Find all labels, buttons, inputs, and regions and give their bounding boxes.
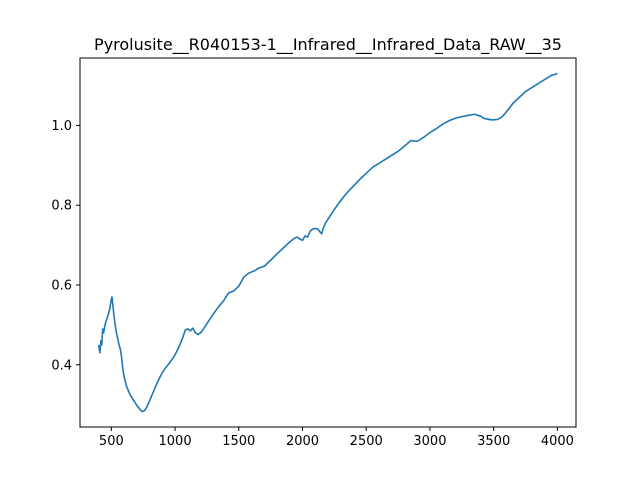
x-tick-label: 3500	[477, 434, 510, 449]
x-tick-label: 1500	[222, 434, 255, 449]
y-tick-label: 0.6	[51, 278, 72, 293]
x-tick-label: 500	[99, 434, 124, 449]
chart-title: Pyrolusite__R040153-1__Infrared__Infrare…	[94, 35, 562, 55]
y-tick-label: 0.4	[51, 358, 72, 373]
x-tick-label: 2500	[350, 434, 383, 449]
x-tick-label: 3000	[413, 434, 446, 449]
x-tick-label: 4000	[541, 434, 574, 449]
axes-frame	[79, 57, 577, 428]
series-line	[97, 72, 558, 413]
plot-area: 500 1000 1500 2000 2500 3000 3500 4000 0.4 0.6 0.8…	[51, 57, 577, 449]
x-tick-label: 2000	[286, 434, 319, 449]
y-tick-label: 0.8	[51, 199, 72, 214]
x-tick-label: 1000	[159, 434, 192, 449]
y-tick-label: 1.0	[51, 119, 72, 134]
